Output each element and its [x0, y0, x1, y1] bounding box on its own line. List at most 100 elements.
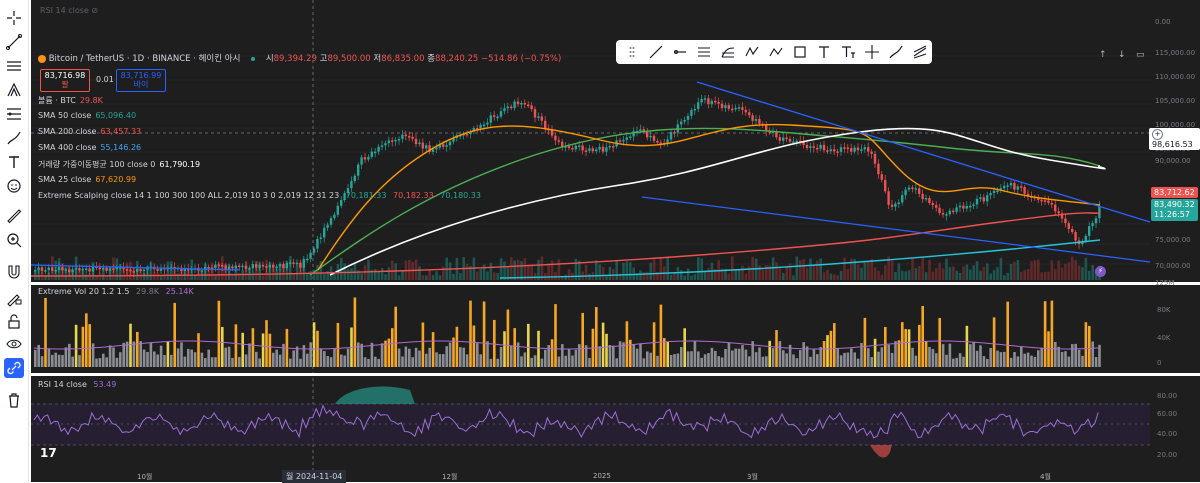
volume-bar	[799, 260, 802, 280]
volume-bar	[703, 270, 707, 280]
volume-bar	[431, 275, 435, 280]
extreme-vol-bar	[948, 343, 952, 367]
extreme-vol-bar	[136, 331, 139, 367]
text-icon[interactable]	[812, 42, 836, 62]
eye-off-icon[interactable]: ⊘	[91, 6, 99, 15]
indicator-legend[interactable]: SMA 400 close 55,146.26	[38, 143, 142, 152]
link-icon[interactable]	[4, 358, 24, 378]
horizontal-ray-icon[interactable]	[668, 42, 692, 62]
extreme-vol-bar	[731, 350, 734, 367]
zoom-in-icon[interactable]	[4, 230, 24, 250]
rectangle-icon[interactable]	[788, 42, 812, 62]
brush-icon[interactable]	[4, 128, 24, 148]
drag-handle-icon[interactable]	[620, 42, 644, 62]
extreme-vol-bar	[765, 356, 768, 367]
move-up-icon[interactable]: ↑	[1099, 50, 1107, 60]
chart-canvas[interactable]	[31, 0, 1200, 482]
text-icon[interactable]	[4, 152, 24, 172]
extreme-vol-bar	[499, 346, 503, 367]
pane-divider[interactable]	[31, 282, 1200, 285]
pitchfork-icon[interactable]	[4, 80, 24, 100]
extreme-vol-bar	[700, 357, 703, 367]
volume-bar	[707, 267, 710, 280]
text-note-icon[interactable]	[836, 42, 860, 62]
volume-bar	[625, 261, 629, 280]
trash-icon[interactable]	[4, 390, 24, 410]
lock-drawings-icon[interactable]	[4, 288, 24, 308]
brush-icon[interactable]	[884, 42, 908, 62]
fib-channel-icon[interactable]	[716, 42, 740, 62]
volume-bar	[367, 259, 370, 280]
trend-line-icon[interactable]	[644, 42, 668, 62]
volume-bar	[907, 270, 911, 280]
xabcd-pattern-icon[interactable]	[740, 42, 764, 62]
volume-bar	[425, 275, 428, 280]
indicator-legend[interactable]: SMA 200 close 63,457.33	[38, 127, 142, 136]
floating-drawing-toolbar[interactable]	[616, 40, 932, 64]
indicator-legend[interactable]: SMA 50 close 65,096.40	[38, 111, 137, 120]
extreme-vol-bar	[261, 333, 265, 367]
extreme-vol-bar	[442, 354, 445, 367]
horizontal-lines-icon[interactable]	[4, 56, 24, 76]
ruler-icon[interactable]	[4, 206, 24, 226]
extreme-vol-bar	[581, 312, 584, 367]
more-drawings-icon[interactable]	[908, 42, 932, 62]
volume-bar	[401, 270, 404, 280]
pane-divider[interactable]	[31, 373, 1200, 376]
abcd-pattern-icon[interactable]	[764, 42, 788, 62]
extreme-vol-bar	[47, 349, 51, 367]
extreme-vol-bar	[578, 344, 581, 367]
extreme-vol-bar	[714, 350, 717, 367]
move-down-icon[interactable]: ↓	[1118, 50, 1126, 60]
volume-bar	[272, 264, 275, 280]
maximize-pane-icon[interactable]: ▭	[1136, 50, 1145, 60]
extreme-vol-bar	[1047, 331, 1050, 367]
volume-bar	[452, 273, 455, 280]
lock-icon[interactable]	[4, 312, 24, 332]
extreme-vol-bar	[132, 341, 136, 367]
cross-line-icon[interactable]	[860, 42, 884, 62]
volume-bar	[673, 273, 676, 280]
volume-bar	[78, 269, 81, 280]
volume-bar	[693, 274, 697, 280]
extreme-vol-bar	[78, 355, 81, 367]
symbol-header[interactable]: Bitcoin / TetherUS · 1D · BINANCE · 헤이킨 …	[38, 52, 561, 64]
volume-bar	[829, 273, 833, 280]
extreme-vol-bar	[493, 319, 496, 367]
volume-bar	[374, 268, 377, 280]
lightning-icon[interactable]: ⚡	[1095, 266, 1106, 277]
volume-bar	[510, 257, 513, 280]
sell-button[interactable]: 83,716.98 팔	[40, 69, 90, 92]
volume-bar	[992, 270, 996, 280]
crosshair-icon[interactable]	[4, 8, 24, 28]
eye-icon[interactable]	[4, 334, 24, 354]
volume-bar	[503, 261, 506, 280]
volume-bar	[884, 265, 887, 280]
symbol-title: Bitcoin / TetherUS · 1D · BINANCE · 헤이킨 …	[48, 54, 241, 64]
buy-button[interactable]: 83,716.99 바이	[116, 69, 166, 92]
indicator-legend[interactable]: 볼륨 · BTC 29.8K	[38, 96, 103, 105]
trend-line-icon[interactable]	[4, 32, 24, 52]
extreme-vol-bar	[74, 324, 78, 367]
extreme-scalping-legend[interactable]: Extreme Scalping close 14 1 100 300 100 …	[38, 191, 481, 200]
extreme-vol-bar	[734, 348, 737, 367]
emoji-icon[interactable]	[4, 176, 24, 196]
magnet-icon[interactable]	[4, 262, 24, 282]
fib-retracement-icon[interactable]	[4, 104, 24, 124]
add-alert-icon[interactable]: +	[1152, 129, 1163, 140]
extreme-vol-bar	[527, 323, 530, 367]
volume-bar	[122, 267, 125, 280]
extreme-vol-legend[interactable]: Extreme Vol 20 1.2 1.5 29.8K 25.14K	[38, 287, 194, 296]
volume-bar	[1054, 269, 1057, 280]
red-price-tag: 83,712.62	[1151, 187, 1198, 198]
extreme-vol-bar	[785, 353, 788, 367]
parallel-channel-icon[interactable]	[692, 42, 716, 62]
volume-bar	[1074, 259, 1077, 280]
extreme-vol-bar	[34, 349, 37, 367]
volume-bar	[941, 268, 945, 280]
tradingview-logo[interactable]: 17	[40, 446, 57, 460]
indicator-legend[interactable]: 거래량 가중이동평균 100 close 0 61,790.19	[38, 160, 201, 169]
rsi-legend[interactable]: RSI 14 close 53.49	[38, 380, 117, 389]
indicator-legend[interactable]: SMA 25 close 67,620.99	[38, 175, 137, 184]
